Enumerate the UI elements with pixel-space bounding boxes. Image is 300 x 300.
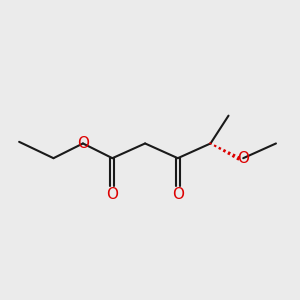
Text: O: O <box>172 187 184 202</box>
Text: O: O <box>237 151 249 166</box>
Text: O: O <box>77 136 89 151</box>
Text: O: O <box>106 187 119 202</box>
